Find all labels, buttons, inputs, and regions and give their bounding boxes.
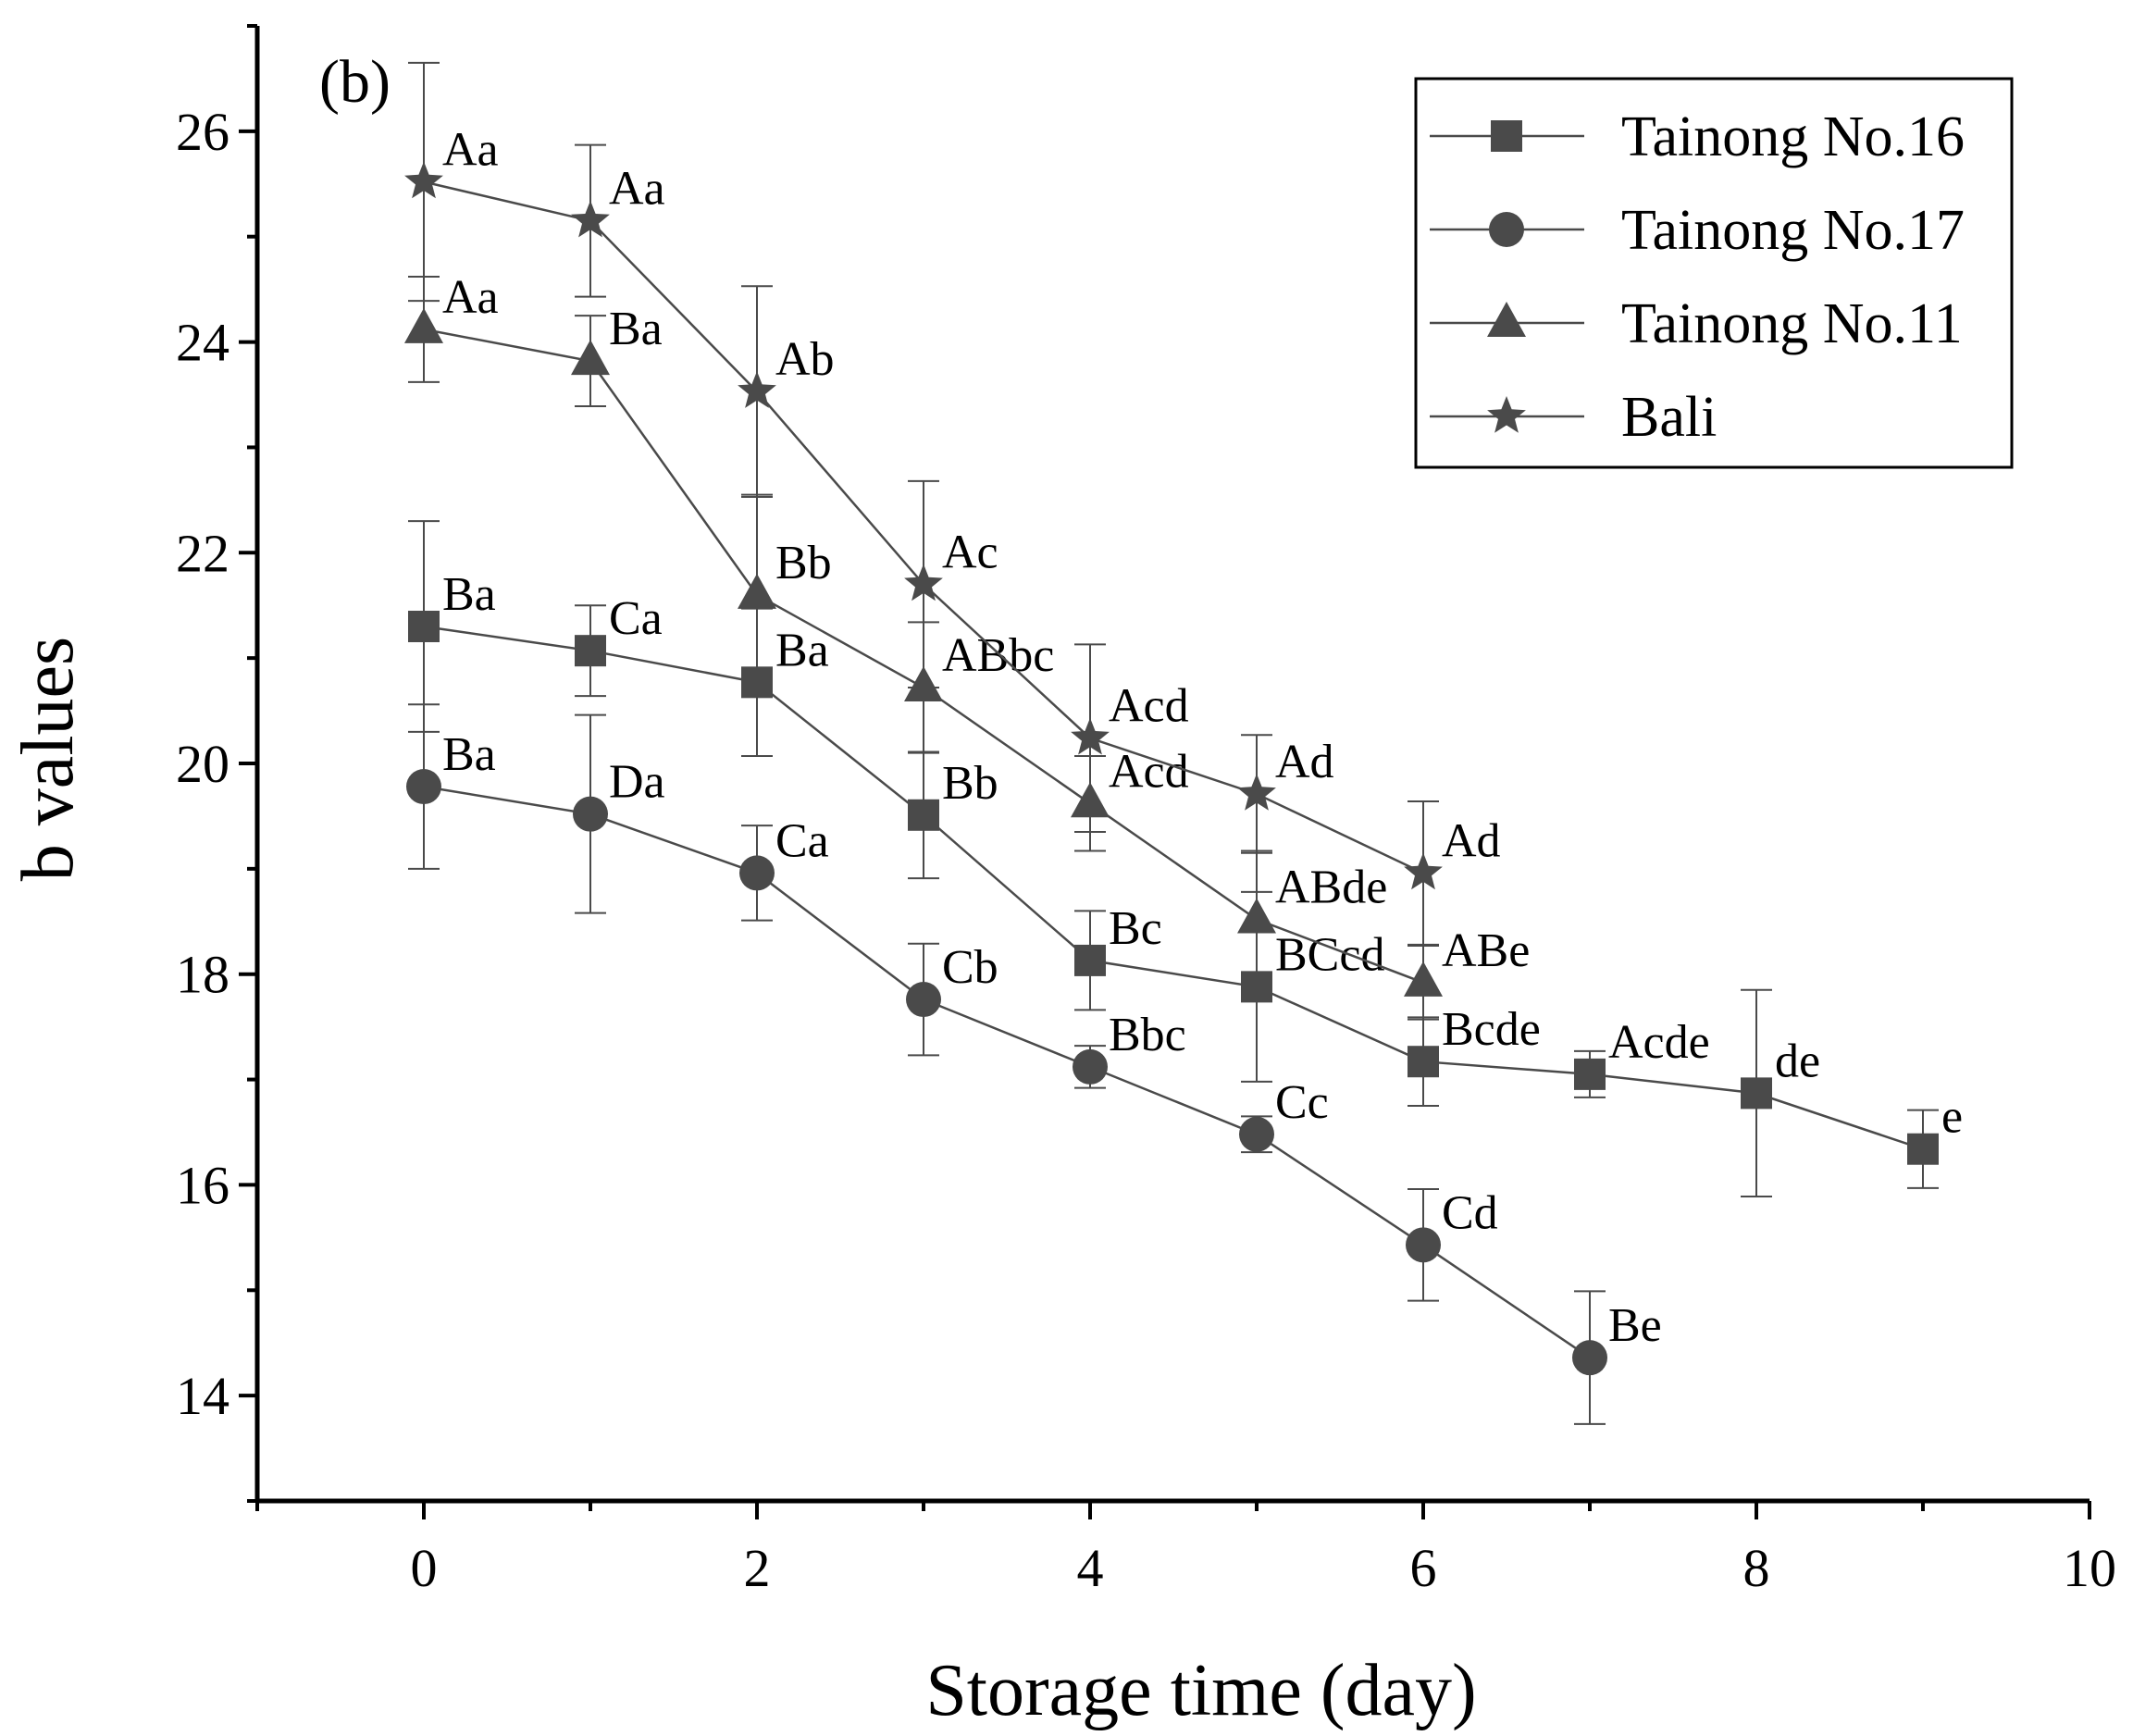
data-point [1406,1227,1441,1263]
data-point [1574,1058,1606,1090]
point-annotation: Cc [1275,1076,1329,1129]
panel-label: (b) [319,48,391,116]
x-tick-label: 10 [2063,1538,2116,1598]
data-point [1237,898,1276,934]
legend-marker [1487,302,1526,337]
y-axis-title: b values [7,637,89,881]
series-tainong-no-16: Ba Ca Ba Bb Bc BCcd Bcde Acde de e [408,520,1963,1197]
point-annotation: Be [1608,1299,1662,1352]
data-point [1741,1077,1772,1110]
point-annotation: de [1775,1035,1820,1087]
legend-item-bali: Bali [1430,386,1717,449]
point-annotation: Ca [609,592,663,645]
point-annotation: Bb [942,757,998,810]
legend-label: Tainong No.11 [1621,292,1963,355]
point-annotation: Da [609,756,665,809]
legend-item-tainong-no-11: Tainong No.11 [1430,292,1963,355]
y-tick-label: 24 [176,313,229,373]
data-point [1404,852,1443,890]
data-point [908,799,939,831]
data-point [1239,1116,1274,1152]
point-annotation: Bbc [1109,1009,1186,1061]
data-point [1572,1340,1607,1376]
data-point [408,610,440,642]
point-annotation: ABde [1275,862,1387,914]
y-tick-label: 18 [176,945,229,1005]
point-annotation: Acd [1109,680,1189,733]
x-tick-label: 0 [411,1538,438,1598]
data-point [1404,961,1443,997]
series-tainong-no-17: Ba Da Ca Cb Bbc Cc Cd Be [406,703,1662,1425]
x-tick-label: 6 [1410,1538,1437,1598]
data-point [738,371,776,408]
point-annotation: Ac [942,526,998,578]
y-tick-label: 16 [176,1155,229,1215]
legend-item-tainong-no-17: Tainong No.17 [1430,199,1965,262]
point-annotation: ABbc [942,629,1054,682]
plot-area: Ba Ca Ba Bb Bc BCcd Bcde Acde de e Ba Da Ca Cb Bbc Cc Cd… [404,61,1963,1425]
point-annotation: Ba [609,303,663,355]
y-tick-label: 22 [176,523,229,583]
point-annotation: Ad [1275,736,1334,788]
data-point [573,796,608,832]
x-tick-label: 8 [1743,1538,1770,1598]
legend-marker [1491,120,1522,152]
point-annotation: ABe [1442,924,1530,977]
data-point [571,200,610,238]
point-annotation: BCcd [1275,928,1384,981]
x-axis-title: Storage time (day) [925,1650,1476,1731]
point-annotation: e [1941,1091,1963,1144]
legend-label: Bali [1621,386,1717,449]
y-tick-label: 20 [176,734,229,794]
point-annotation: Acde [1608,1016,1710,1069]
point-annotation: Aa [442,271,499,324]
data-point [738,573,776,609]
data-point [1907,1133,1939,1165]
point-annotation: Ba [442,728,496,781]
x-tick-label: 2 [744,1538,771,1598]
point-annotation: Acd [1109,745,1189,798]
point-annotation: Ba [442,568,496,621]
legend-item-tainong-no-16: Tainong No.16 [1430,105,1965,168]
legend-marker [1487,396,1526,433]
point-annotation: Aa [442,124,499,177]
y-ticks: 14 16 18 20 22 24 26 [176,24,257,1503]
point-annotation: Cb [942,941,998,994]
data-point [575,635,606,667]
data-point [406,769,441,805]
point-annotation: Bcde [1442,1003,1541,1056]
point-annotation: Bb [775,537,832,589]
x-ticks: 0 2 4 6 8 10 [255,1501,2116,1598]
legend-label: Tainong No.17 [1621,199,1965,262]
y-tick-label: 26 [176,102,229,162]
data-point [904,564,943,601]
point-annotation: Ab [775,333,835,386]
data-point [1073,1048,1108,1085]
series-line [423,625,1924,1150]
point-annotation: Bc [1109,902,1162,955]
x-tick-label: 4 [1077,1538,1104,1598]
legend-marker [1489,212,1524,247]
data-point [1074,944,1106,976]
data-point [404,161,443,199]
legend-label: Tainong No.16 [1621,105,1965,168]
point-annotation: Ba [775,624,829,676]
data-point [571,340,610,376]
data-point [1071,717,1110,755]
data-point [739,855,775,891]
point-annotation: Aa [609,163,665,216]
data-point [1237,774,1276,811]
y-tick-label: 14 [176,1366,229,1426]
series-line [423,785,1591,1359]
data-point [1408,1046,1439,1078]
data-point [404,307,443,343]
point-annotation: Cd [1442,1186,1498,1239]
point-annotation: Ca [775,814,829,867]
series-bali: Aa Aa Ab Ac Acd Ad Ad [404,61,1501,946]
point-annotation: Ad [1442,814,1501,867]
legend: Tainong No.16 Tainong No.17 Tainong No.11 B… [1414,77,2014,469]
data-point [906,982,941,1018]
